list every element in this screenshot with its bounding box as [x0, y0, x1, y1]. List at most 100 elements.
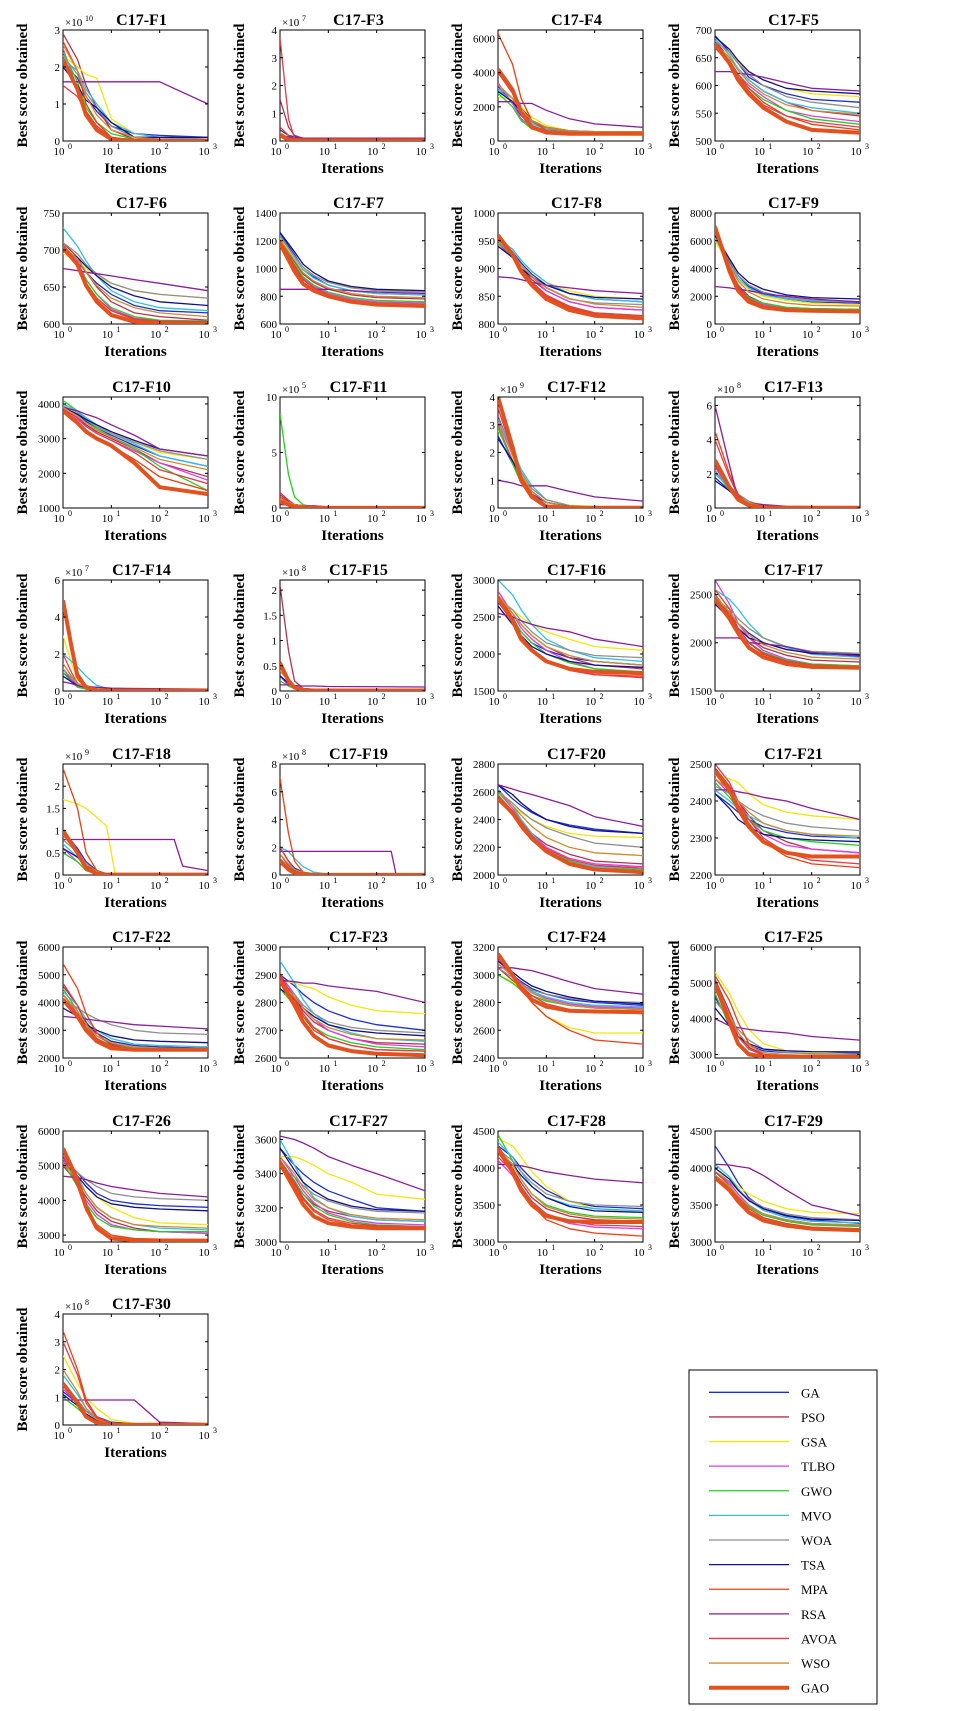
series-line-rsa — [498, 101, 643, 128]
x-tick-exponent: 0 — [285, 692, 289, 701]
x-tick-label: 10 — [754, 329, 766, 341]
series-group — [715, 764, 860, 869]
x-tick-label: 10 — [585, 146, 597, 158]
legend: GA PSO GSA TLBO GWO MVO WOA TSA MPA RSA AVOA WSO GAO — [688, 1369, 878, 1705]
series-line-woa — [63, 405, 208, 461]
y-multiplier-exponent: 7 — [85, 564, 89, 573]
y-tick-label: 0 — [272, 503, 278, 515]
y-multiplier-exponent: 8 — [302, 748, 306, 757]
panel-title: C17-F6 — [116, 195, 167, 212]
y-tick-label: 0 — [55, 1420, 61, 1432]
series-line-woa — [715, 232, 860, 303]
series-line-mvo — [280, 234, 425, 296]
series-line-tsa — [280, 1147, 425, 1212]
y-tick-label: 0 — [490, 136, 496, 148]
x-tick-label: 10 — [851, 513, 863, 525]
y-tick-label: 4500 — [473, 1126, 496, 1138]
x-tick-exponent: 1 — [116, 1426, 120, 1435]
x-tick-exponent: 1 — [333, 509, 337, 518]
x-tick-exponent: 1 — [768, 142, 772, 151]
x-axis-label: Iterations — [104, 528, 167, 544]
series-line-avoa — [715, 594, 860, 668]
x-tick-exponent: 1 — [333, 1059, 337, 1068]
x-tick-exponent: 3 — [430, 692, 434, 701]
y-tick-label: 3000 — [473, 970, 496, 982]
x-axis-label: Iterations — [539, 528, 602, 544]
x-tick-label: 10 — [585, 1063, 597, 1075]
y-axis-label: Best score obtained — [667, 940, 683, 1065]
series-line-woa — [715, 40, 860, 109]
y-tick-label: 3000 — [38, 434, 61, 446]
series-line-wso — [715, 43, 860, 116]
y-tick-label: 2 — [272, 585, 278, 597]
x-tick-label: 10 — [150, 513, 162, 525]
x-tick-exponent: 0 — [720, 142, 724, 151]
x-tick-label: 10 — [367, 1063, 379, 1075]
x-tick-exponent: 0 — [68, 876, 72, 885]
y-tick-label: 800 — [261, 291, 278, 303]
panel-title: C17-F14 — [112, 562, 171, 579]
x-tick-exponent: 1 — [116, 325, 120, 334]
y-tick-label: 6000 — [690, 942, 713, 954]
legend-item-rsa: RSA — [709, 1607, 827, 1622]
y-axis-label: Best score obtained — [232, 206, 248, 331]
y-axis-label: Best score obtained — [232, 573, 248, 698]
x-tick-exponent: 1 — [116, 1059, 120, 1068]
series-line-rsa — [715, 637, 860, 657]
series-line-gao — [63, 1147, 208, 1242]
y-tick-label: 2400 — [690, 796, 713, 808]
x-tick-exponent: 0 — [720, 1059, 724, 1068]
series-line-rsa — [280, 850, 425, 875]
x-tick-label: 10 — [54, 880, 66, 892]
x-tick-exponent: 1 — [116, 692, 120, 701]
x-tick-label: 10 — [537, 880, 549, 892]
x-tick-exponent: 0 — [68, 1243, 72, 1252]
y-multiplier-exponent: 5 — [302, 381, 306, 390]
series-group — [715, 580, 860, 670]
series-group — [498, 580, 643, 679]
panel-title: C17-F22 — [112, 929, 171, 946]
x-tick-exponent: 1 — [333, 1243, 337, 1252]
series-line-wso — [715, 232, 860, 307]
y-tick-label: 0 — [272, 136, 278, 148]
y-tick-label: 750 — [44, 208, 61, 220]
legend-label: MPA — [801, 1582, 829, 1597]
y-tick-label: 0 — [272, 870, 278, 882]
x-tick-label: 10 — [271, 146, 283, 158]
x-tick-label: 10 — [489, 513, 501, 525]
series-line-gao — [280, 979, 425, 1058]
x-tick-label: 10 — [706, 880, 718, 892]
series-line-gsa — [715, 774, 860, 821]
y-tick-label: 4000 — [38, 1195, 61, 1207]
y-tick-label: 4000 — [38, 399, 61, 411]
x-tick-exponent: 1 — [116, 142, 120, 151]
x-tick-exponent: 2 — [600, 509, 604, 518]
x-tick-label: 10 — [585, 696, 597, 708]
y-tick-label: 8 — [272, 759, 278, 771]
y-tick-label: 0 — [55, 136, 61, 148]
y-axis-label: Best score obtained — [15, 23, 31, 148]
legend-item-ga: GA — [709, 1385, 820, 1400]
x-tick-label: 10 — [634, 696, 646, 708]
series-group — [715, 971, 860, 1058]
panel-title: C17-F24 — [547, 929, 606, 946]
series-group — [715, 223, 860, 314]
x-tick-exponent: 0 — [720, 325, 724, 334]
y-tick-label: 900 — [479, 264, 496, 276]
series-group — [498, 234, 643, 321]
panel-title: C17-F30 — [112, 1296, 171, 1313]
x-axis-label: Iterations — [756, 895, 819, 911]
x-axis-label: Iterations — [104, 711, 167, 727]
x-tick-label: 10 — [537, 1247, 549, 1259]
y-tick-label: 3000 — [473, 1237, 496, 1249]
x-tick-exponent: 2 — [600, 1059, 604, 1068]
series-line-gao — [63, 998, 208, 1052]
legend-label: GA — [801, 1385, 820, 1400]
x-tick-label: 10 — [271, 329, 283, 341]
series-line-mvo — [715, 1163, 860, 1224]
x-axis-label: Iterations — [539, 1078, 602, 1094]
